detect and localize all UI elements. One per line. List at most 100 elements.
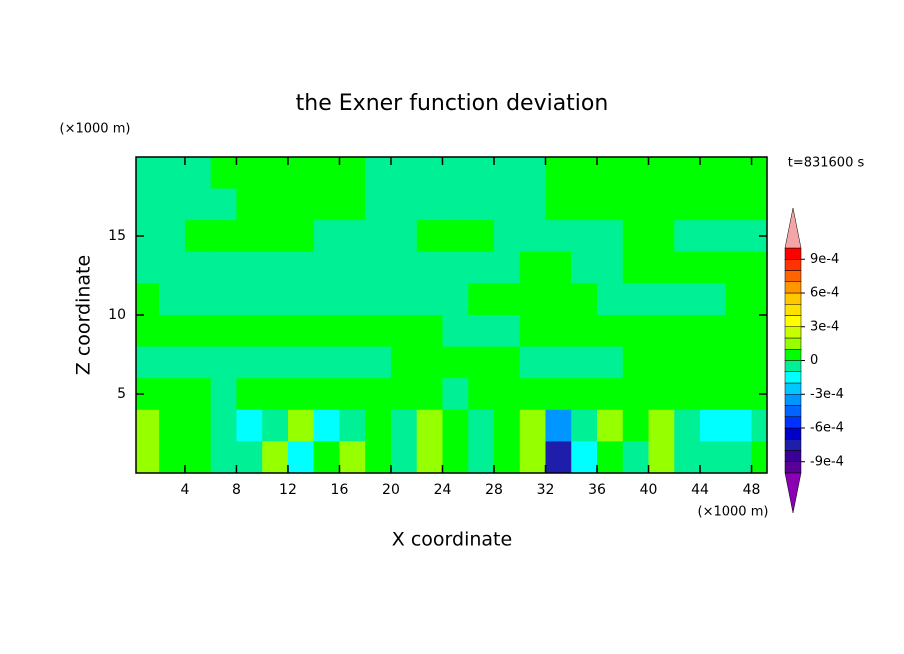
colorbar-box: [784, 439, 802, 451]
x-tick-label: 28: [485, 482, 503, 498]
contour-cell: [700, 188, 727, 221]
colorbar-tick-label: -3e-4: [810, 387, 844, 402]
contour-cell: [622, 378, 650, 411]
colorbar-box: [784, 360, 802, 372]
contour-cell: [700, 441, 727, 473]
contour-cell: [136, 157, 160, 190]
contour-cell: [674, 283, 701, 316]
contour-cell: [184, 220, 212, 253]
contour-cell: [725, 188, 753, 221]
contour-cell: [339, 157, 366, 190]
contour-cell: [571, 220, 598, 253]
contour-cell: [159, 188, 186, 221]
x-tick-label: 20: [382, 482, 400, 498]
contour-cell: [236, 157, 263, 190]
contour-cell: [674, 346, 701, 379]
contour-cell: [313, 378, 340, 411]
contour-cell: [313, 157, 340, 190]
contour-cell: [159, 220, 186, 253]
contour-cell: [519, 409, 547, 442]
contour-cell: [442, 188, 469, 221]
contour-cell: [725, 220, 753, 253]
contour-cell: [648, 441, 675, 473]
y-tick-label: 5: [117, 386, 126, 402]
contour-cell: [390, 157, 418, 190]
contour-cell: [751, 188, 767, 221]
contour-cell: [262, 315, 289, 348]
contour-cell: [159, 346, 186, 379]
colorbar-tick-label: 0: [810, 353, 818, 368]
contour-cell: [287, 283, 315, 316]
contour-cell: [262, 409, 289, 442]
colorbar-box: [784, 247, 802, 260]
y-tick-label: 15: [108, 228, 126, 244]
contour-cell: [648, 346, 675, 379]
contour-cell: [236, 283, 263, 316]
contour-cell: [339, 409, 366, 442]
contour-cell: [597, 251, 624, 284]
contour-cell: [159, 251, 186, 284]
contour-cell: [184, 409, 212, 442]
contour-cell: [236, 188, 263, 221]
contour-cell: [365, 283, 392, 316]
contour-cell: [725, 251, 753, 284]
contour-cell: [287, 220, 315, 253]
contour-cell: [210, 283, 237, 316]
contour-cell: [493, 441, 521, 473]
contour-cell: [442, 251, 469, 284]
chart-title: the Exner function deviation: [296, 91, 609, 116]
contour-cell: [725, 315, 753, 348]
contour-cell: [648, 251, 675, 284]
contour-cell: [136, 409, 160, 442]
contour-cell: [545, 283, 572, 316]
contour-cell: [545, 409, 572, 442]
contour-cell: [416, 157, 443, 190]
colorbar-box: [784, 315, 802, 327]
contour-cell: [159, 441, 186, 473]
contour-cell: [313, 346, 340, 379]
contour-cell: [571, 188, 598, 221]
contour-cell: [571, 441, 598, 473]
x-tick-label: 48: [743, 482, 761, 498]
contour-cell: [184, 283, 212, 316]
contour-cell: [287, 157, 315, 190]
colorbar-tick-label: -6e-4: [810, 421, 844, 436]
contour-cell: [365, 220, 392, 253]
axes: 4 8 12 16 20 24 28 32 36 40 44 48510159e-46e-43e-40…: [108, 156, 844, 514]
contour-cell: [365, 251, 392, 284]
contour-cell: [725, 441, 753, 473]
contour-cell: [493, 283, 521, 316]
contour-cell: [339, 315, 366, 348]
contour-cell: [751, 283, 767, 316]
contour-cell: [648, 188, 675, 221]
contour-cell: [416, 378, 443, 411]
contour-cell: [674, 315, 701, 348]
contour-cell: [416, 441, 443, 473]
contour-cell: [236, 251, 263, 284]
contour-cell: [442, 220, 469, 253]
contour-cell: [468, 157, 495, 190]
contour-cell: [287, 315, 315, 348]
contour-cell: [597, 346, 624, 379]
contour-cell: [545, 251, 572, 284]
contour-cell: [287, 409, 315, 442]
contour-cell: [571, 283, 598, 316]
x-tick-label: 24: [434, 482, 452, 498]
x-tick-label: 4: [180, 482, 189, 498]
contour-cell: [468, 441, 495, 473]
contour-cell: [725, 283, 753, 316]
y-unit: (×1000 m): [60, 122, 131, 137]
colorbar-box: [784, 337, 802, 350]
contour-cell: [674, 378, 701, 411]
contour-cell: [365, 188, 392, 221]
contour-cell: [136, 346, 160, 379]
colorbar-box: [784, 304, 802, 316]
contour-cell: [365, 315, 392, 348]
contour-cell: [493, 346, 521, 379]
contour-cell: [468, 409, 495, 442]
contour-cell: [648, 157, 675, 190]
colorbar-box: [784, 349, 802, 361]
contour-cell: [159, 315, 186, 348]
contour-cell: [339, 251, 366, 284]
contour-cell: [571, 157, 598, 190]
